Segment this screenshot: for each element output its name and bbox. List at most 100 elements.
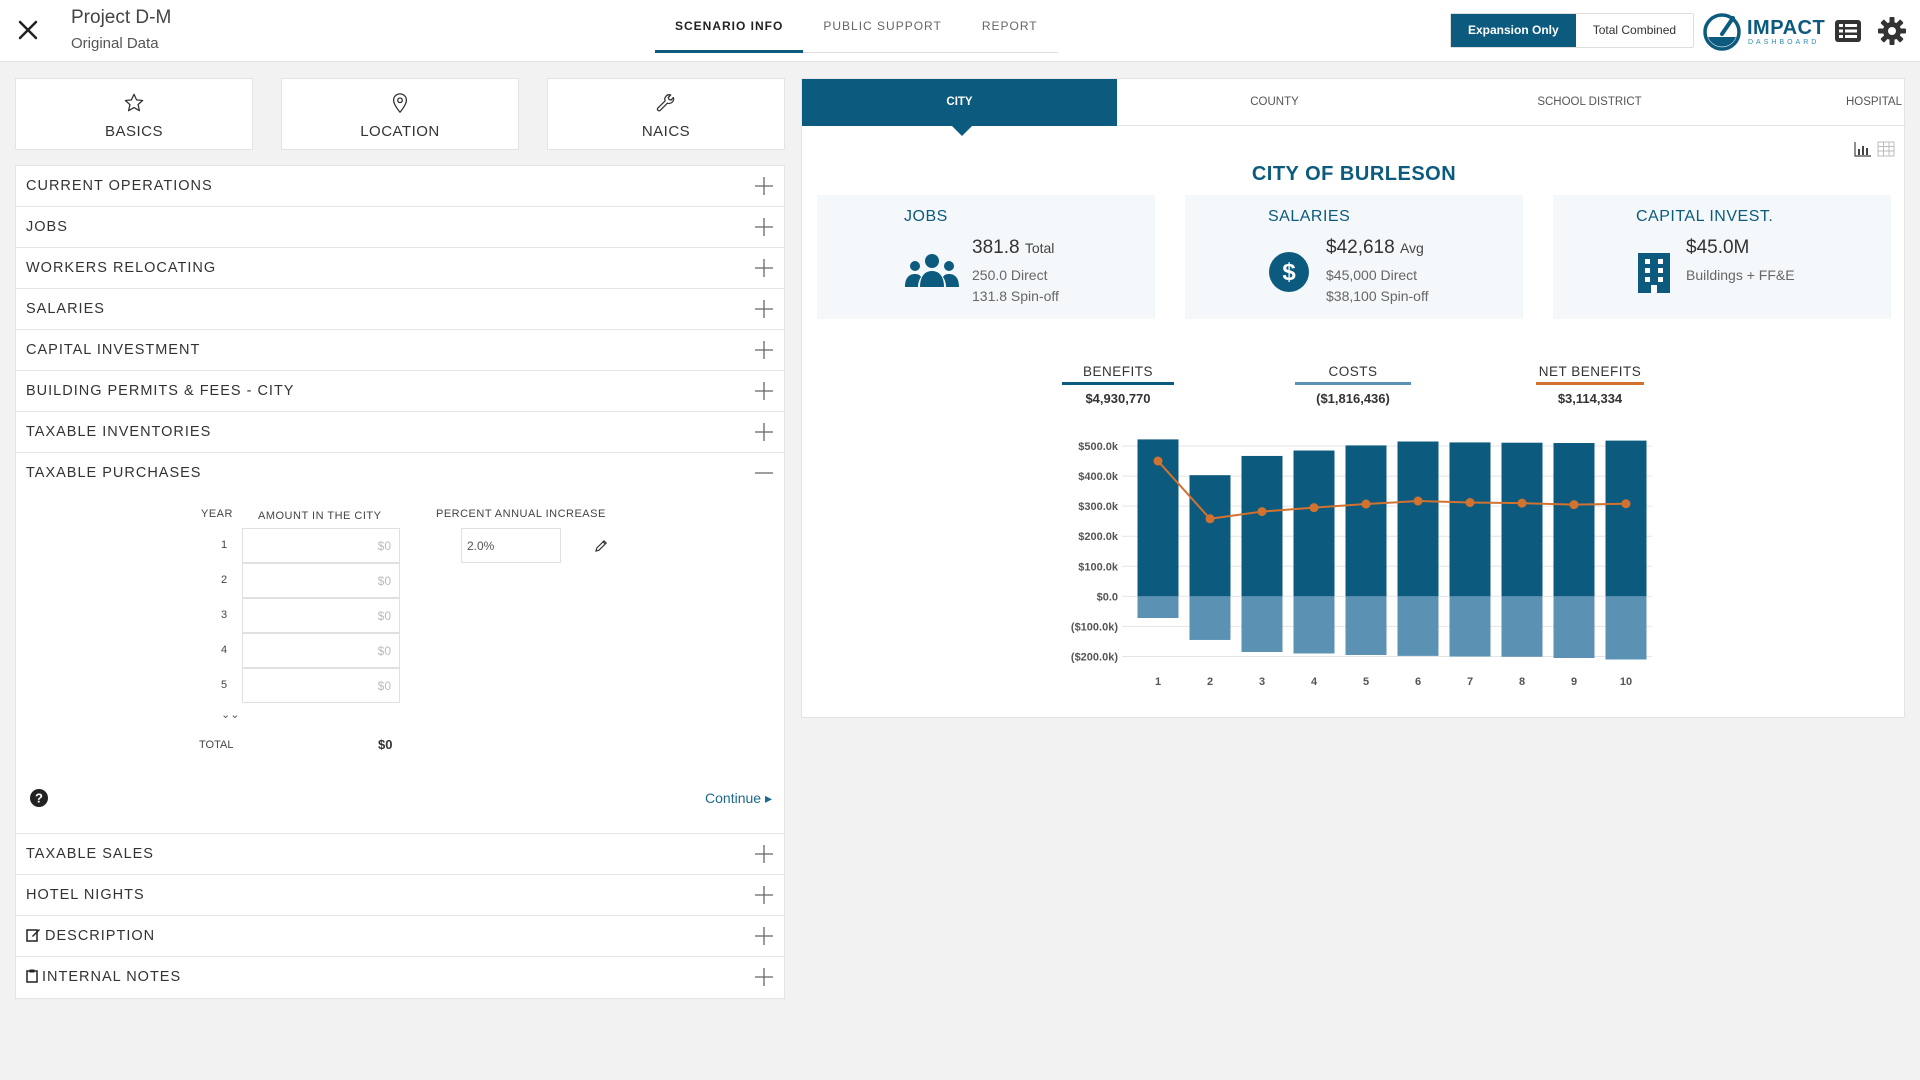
benefit-bar: [1501, 442, 1543, 597]
minus-icon[interactable]: [754, 463, 774, 483]
table-view-icon[interactable]: [1877, 141, 1895, 157]
notes-label: INTERNAL NOTES: [42, 969, 182, 985]
tab-report[interactable]: REPORT: [981, 19, 1038, 33]
section-jobs[interactable]: JOBS: [16, 207, 784, 248]
benefit-bar: [1605, 440, 1647, 597]
pencil-icon[interactable]: [593, 538, 609, 554]
chart-view-icon[interactable]: [1854, 141, 1872, 157]
section-taxable-sales[interactable]: TAXABLE SALES: [16, 834, 784, 875]
legend-net-label: NET BENEFITS: [1536, 364, 1644, 385]
section-salaries[interactable]: SALARIES: [16, 289, 784, 330]
net-benefits-point: [1205, 514, 1215, 524]
section-building-permits[interactable]: BUILDING PERMITS & FEES - CITY: [16, 371, 784, 412]
plus-icon[interactable]: [754, 885, 774, 905]
y-tick-label: $0.0: [1097, 591, 1118, 603]
tab-school-district[interactable]: SCHOOL DISTRICT: [1537, 96, 1642, 108]
help-icon[interactable]: ?: [29, 788, 49, 808]
cost-bar: [1397, 596, 1439, 656]
scenario-panel: BASICS LOCATION NAICS CURRENT OPERATIONS…: [15, 78, 785, 999]
legend-net: NET BENEFITS $3,114,334: [1536, 364, 1644, 406]
plus-icon[interactable]: [754, 422, 774, 442]
net-benefits-point: [1309, 503, 1319, 513]
section-label: INTERNAL NOTES: [26, 969, 181, 985]
scenario-toggle: Expansion Only Total Combined: [1450, 13, 1695, 48]
top-tabs: SCENARIO INFO PUBLIC SUPPORT REPORT: [655, 0, 1058, 53]
expansion-only-button[interactable]: Expansion Only: [1451, 14, 1576, 47]
amount-input-year-3[interactable]: $0: [242, 598, 400, 633]
benefit-bar: [1345, 445, 1387, 597]
cost-bar: [1345, 596, 1387, 655]
section-label: DESCRIPTION: [26, 928, 155, 944]
tab-scenario-info[interactable]: SCENARIO INFO: [655, 0, 804, 53]
close-icon[interactable]: [15, 17, 41, 43]
tab-hospital[interactable]: HOSPITAL: [1845, 96, 1902, 108]
section-label: SALARIES: [26, 301, 105, 317]
amount-input-year-4[interactable]: $0: [242, 633, 400, 668]
results-panel: CITY COUNTY SCHOOL DISTRICT HOSPITAL CIT…: [801, 78, 1906, 718]
continue-label: Continue: [705, 790, 762, 806]
benefit-bar: [1397, 441, 1439, 597]
building-icon: [1638, 253, 1670, 293]
dollar-circle-icon: $: [1269, 252, 1309, 292]
section-current-operations[interactable]: CURRENT OPERATIONS: [16, 166, 784, 207]
project-subtitle: Original Data: [71, 35, 159, 52]
location-card[interactable]: LOCATION: [281, 78, 519, 150]
benefit-bar: [1449, 442, 1491, 597]
plus-icon[interactable]: [754, 844, 774, 864]
jobs-card: JOBS 381.8 Total 250.0 Direct 131.8 Spin…: [817, 195, 1155, 319]
section-workers-relocating[interactable]: WORKERS RELOCATING: [16, 248, 784, 289]
amount-input-year-1[interactable]: $0: [242, 528, 400, 563]
salaries-direct: $45,000 Direct: [1326, 267, 1418, 283]
plus-icon[interactable]: [754, 217, 774, 237]
plus-icon[interactable]: [754, 176, 774, 196]
net-benefits-line: [1157, 460, 1627, 520]
total-combined-button[interactable]: Total Combined: [1575, 14, 1694, 47]
net-benefits-point: [1153, 456, 1163, 466]
logo-subtext: DASHBOARD: [1748, 39, 1820, 46]
continue-button[interactable]: Continue ▸: [705, 790, 772, 807]
tab-public-support[interactable]: PUBLIC SUPPORT: [823, 19, 942, 33]
total-value: $0: [378, 737, 393, 752]
plus-icon[interactable]: [754, 340, 774, 360]
salaries-value: $42,618: [1326, 237, 1395, 258]
tab-city[interactable]: CITY: [802, 79, 1117, 136]
section-label: TAXABLE PURCHASES: [26, 465, 202, 481]
net-benefits-point: [1413, 496, 1423, 506]
y-tick-label: $200.0k: [1078, 531, 1119, 543]
naics-label: NAICS: [641, 123, 691, 140]
tab-county[interactable]: COUNTY: [1250, 96, 1299, 108]
svg-text:$: $: [1282, 259, 1296, 286]
amount-input-year-2[interactable]: $0: [242, 563, 400, 598]
x-tick-label: 8: [1519, 676, 1525, 688]
percent-header: PERCENT ANNUAL INCREASE: [436, 508, 606, 520]
edit-icon: [26, 929, 40, 942]
impact-logo: IMPACT DASHBOARD: [1702, 12, 1825, 52]
jobs-unit: Total: [1024, 240, 1055, 256]
plus-icon[interactable]: [754, 258, 774, 278]
list-icon[interactable]: [1833, 16, 1863, 46]
plus-icon[interactable]: [754, 299, 774, 319]
description-label: DESCRIPTION: [45, 928, 156, 944]
section-label: BUILDING PERMITS & FEES - CITY: [26, 383, 295, 399]
plus-icon[interactable]: [754, 381, 774, 401]
chevrons-down-icon[interactable]: ⌄⌄: [221, 709, 240, 721]
section-hotel-nights[interactable]: HOTEL NIGHTS: [16, 875, 784, 916]
section-taxable-inventories[interactable]: TAXABLE INVENTORIES: [16, 412, 784, 453]
net-benefits-point: [1517, 498, 1527, 508]
section-description[interactable]: DESCRIPTION: [16, 916, 784, 957]
year-label: 5: [221, 679, 228, 691]
plus-icon[interactable]: [754, 926, 774, 946]
plus-icon[interactable]: [754, 967, 774, 987]
benefit-bar: [1293, 450, 1335, 597]
basics-card[interactable]: BASICS: [15, 78, 253, 150]
section-internal-notes[interactable]: INTERNAL NOTES: [16, 957, 784, 998]
percent-increase-input[interactable]: 2.0%: [461, 528, 561, 563]
y-tick-label: ($200.0k): [1071, 651, 1118, 663]
amount-input-year-5[interactable]: $0: [242, 668, 400, 703]
section-taxable-purchases[interactable]: TAXABLE PURCHASES: [16, 453, 784, 494]
naics-card[interactable]: NAICS: [547, 78, 785, 150]
clipboard-icon: [26, 969, 38, 983]
gear-icon[interactable]: [1877, 16, 1907, 46]
section-capital-investment[interactable]: CAPITAL INVESTMENT: [16, 330, 784, 371]
x-tick-label: 6: [1415, 676, 1421, 688]
